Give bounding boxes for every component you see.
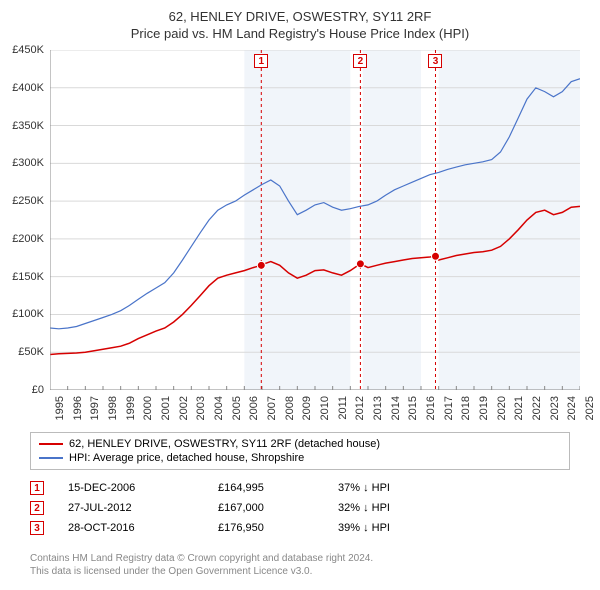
event-pct: 32% ↓ HPI	[338, 502, 390, 514]
legend-item: 62, HENLEY DRIVE, OSWESTRY, SY11 2RF (de…	[39, 437, 561, 451]
attribution-line2: This data is licensed under the Open Gov…	[30, 565, 570, 578]
y-tick-label: £300K	[12, 157, 44, 169]
x-tick-label: 2007	[266, 396, 278, 420]
event-date: 28-OCT-2016	[68, 522, 218, 534]
x-tick-label: 2025	[584, 396, 596, 420]
event-row: 2 27-JUL-2012£167,00032% ↓ HPI	[30, 498, 570, 518]
event-row: 1 15-DEC-2006£164,99537% ↓ HPI	[30, 478, 570, 498]
event-price: £167,000	[218, 502, 338, 514]
event-pct: 39% ↓ HPI	[338, 522, 390, 534]
x-tick-label: 2019	[478, 396, 490, 420]
x-tick-label: 2021	[513, 396, 525, 420]
event-number-box: 3	[30, 521, 44, 535]
chart-subtitle: Price paid vs. HM Land Registry's House …	[0, 26, 600, 45]
x-tick-label: 2023	[549, 396, 561, 420]
x-tick-label: 2000	[142, 396, 154, 420]
x-tick-label: 2024	[566, 396, 578, 420]
legend-label: 62, HENLEY DRIVE, OSWESTRY, SY11 2RF (de…	[69, 438, 380, 450]
events-table: 1 15-DEC-2006£164,99537% ↓ HPI 2 27-JUL-201…	[30, 478, 570, 538]
y-tick-label: £50K	[18, 346, 44, 358]
x-tick-label: 2017	[443, 396, 455, 420]
x-tick-label: 2020	[496, 396, 508, 420]
x-tick-label: 2013	[372, 396, 384, 420]
y-tick-label: £0	[32, 384, 44, 396]
event-price: £164,995	[218, 482, 338, 494]
container: 62, HENLEY DRIVE, OSWESTRY, SY11 2RF Pri…	[0, 0, 600, 590]
x-tick-label: 2015	[407, 396, 419, 420]
event-pct: 37% ↓ HPI	[338, 482, 390, 494]
y-tick-label: £350K	[12, 120, 44, 132]
x-axis: 1995 1996 1997 1998 1999 2000 2001 2002 2003 2004…	[50, 392, 580, 432]
event-number-box: 1	[30, 481, 44, 495]
legend: 62, HENLEY DRIVE, OSWESTRY, SY11 2RF (de…	[30, 432, 570, 470]
x-tick-label: 2009	[301, 396, 313, 420]
x-tick-label: 2008	[284, 396, 296, 420]
x-tick-label: 2005	[231, 396, 243, 420]
x-tick-label: 2014	[390, 396, 402, 420]
chart-svg	[50, 50, 580, 390]
event-flag: 2	[353, 54, 367, 68]
x-tick-label: 2010	[319, 396, 331, 420]
y-tick-label: £250K	[12, 195, 44, 207]
y-tick-label: £200K	[12, 233, 44, 245]
x-tick-label: 2011	[337, 396, 349, 420]
x-tick-label: 2003	[195, 396, 207, 420]
x-tick-label: 1995	[54, 396, 66, 420]
x-tick-label: 2006	[248, 396, 260, 420]
x-tick-label: 1996	[72, 396, 84, 420]
y-tick-label: £150K	[12, 271, 44, 283]
attribution: Contains HM Land Registry data © Crown c…	[30, 552, 570, 578]
chart-title: 62, HENLEY DRIVE, OSWESTRY, SY11 2RF	[0, 0, 600, 26]
y-tick-label: £400K	[12, 82, 44, 94]
event-number-box: 2	[30, 501, 44, 515]
legend-item: HPI: Average price, detached house, Shro…	[39, 451, 561, 465]
y-axis: £0£50K£100K£150K£200K£250K£300K£350K£400…	[0, 50, 48, 390]
y-tick-label: £100K	[12, 308, 44, 320]
x-tick-label: 2022	[531, 396, 543, 420]
legend-swatch	[39, 457, 63, 459]
x-tick-label: 1999	[125, 396, 137, 420]
attribution-line1: Contains HM Land Registry data © Crown c…	[30, 552, 570, 565]
x-tick-label: 2016	[425, 396, 437, 420]
x-tick-label: 2018	[460, 396, 472, 420]
x-tick-label: 2002	[178, 396, 190, 420]
x-tick-label: 2001	[160, 396, 172, 420]
event-price: £176,950	[218, 522, 338, 534]
x-tick-label: 2004	[213, 396, 225, 420]
event-flag: 3	[428, 54, 442, 68]
x-tick-label: 1997	[89, 396, 101, 420]
y-tick-label: £450K	[12, 44, 44, 56]
event-date: 27-JUL-2012	[68, 502, 218, 514]
event-row: 3 28-OCT-2016£176,95039% ↓ HPI	[30, 518, 570, 538]
legend-label: HPI: Average price, detached house, Shro…	[69, 452, 304, 464]
x-tick-label: 2012	[354, 396, 366, 420]
x-tick-label: 1998	[107, 396, 119, 420]
event-flag: 1	[254, 54, 268, 68]
chart-plot-area: 1 2 3	[50, 50, 580, 390]
event-date: 15-DEC-2006	[68, 482, 218, 494]
legend-swatch	[39, 443, 63, 445]
